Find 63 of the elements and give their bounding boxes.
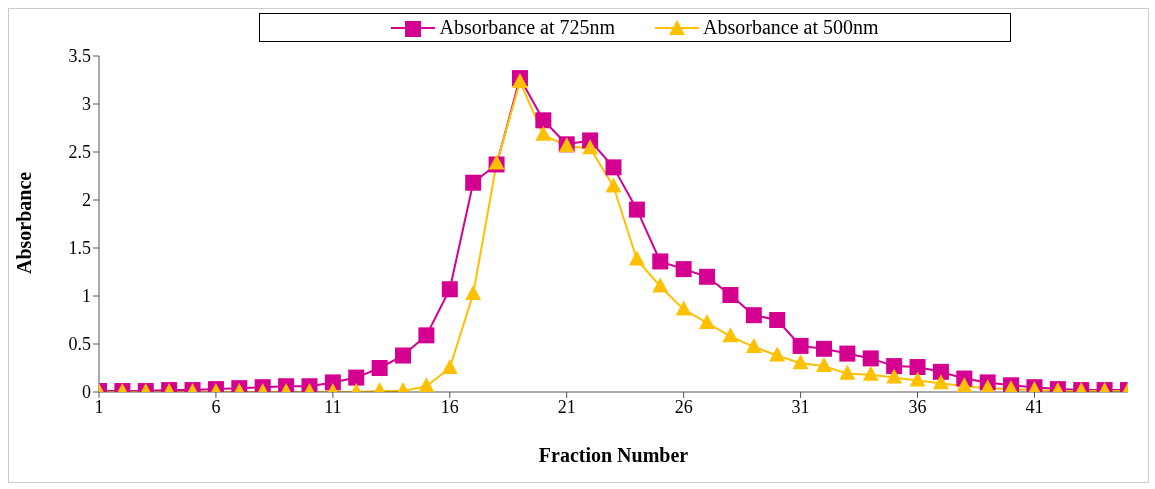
y-tick-label: 3.5 xyxy=(68,46,91,67)
point xyxy=(862,365,879,381)
point xyxy=(722,327,739,343)
point xyxy=(582,139,599,155)
y-tick-label: 2.5 xyxy=(68,142,91,163)
point xyxy=(675,300,692,316)
point xyxy=(441,359,458,374)
point xyxy=(465,174,482,191)
legend-label: Absorbance at 500nm xyxy=(703,16,879,39)
y-tick-label: 3 xyxy=(82,94,91,115)
point xyxy=(371,360,388,376)
y-tick-label: 2 xyxy=(82,190,91,211)
point xyxy=(441,281,458,298)
point xyxy=(535,112,552,129)
y-axis-title: Absorbance xyxy=(13,171,36,274)
point xyxy=(652,253,669,270)
x-tick-label: 6 xyxy=(211,396,221,417)
point xyxy=(769,346,786,362)
point xyxy=(605,159,622,176)
x-tick-label: 36 xyxy=(908,396,927,417)
point xyxy=(769,312,786,328)
point xyxy=(535,125,552,141)
point xyxy=(886,358,903,375)
y-tick-label: 1.5 xyxy=(68,238,91,259)
point xyxy=(792,354,809,370)
point xyxy=(418,377,435,392)
x-tick-label: 41 xyxy=(1025,396,1044,417)
y-tick-label: 0 xyxy=(82,382,91,403)
point xyxy=(745,307,762,324)
point xyxy=(465,285,482,301)
point xyxy=(418,327,435,344)
point xyxy=(839,345,856,362)
point xyxy=(395,347,412,364)
point xyxy=(909,371,926,387)
point xyxy=(628,250,645,266)
point xyxy=(792,337,809,354)
legend-label: Absorbance at 725nm xyxy=(439,16,615,39)
x-tick-label: 21 xyxy=(557,396,576,417)
x-axis-title: Fraction Number xyxy=(538,444,689,466)
point xyxy=(956,377,973,392)
point xyxy=(675,261,692,278)
x-tick-label: 31 xyxy=(791,396,810,417)
point xyxy=(839,364,856,380)
point xyxy=(722,287,739,304)
point xyxy=(886,368,903,384)
x-tick-label: 26 xyxy=(674,396,693,417)
y-tick-label: 0.5 xyxy=(68,334,91,355)
point xyxy=(348,369,365,386)
point xyxy=(815,340,832,357)
point xyxy=(932,374,949,390)
point xyxy=(909,359,926,376)
point xyxy=(932,363,949,380)
x-tick-label: 16 xyxy=(440,396,459,417)
point xyxy=(815,357,832,373)
point xyxy=(605,177,622,193)
point xyxy=(652,277,669,293)
point xyxy=(745,337,762,353)
point xyxy=(699,268,716,285)
point xyxy=(699,313,716,329)
point xyxy=(628,201,645,218)
x-tick-label: 11 xyxy=(324,396,342,417)
point xyxy=(862,350,879,367)
y-tick-label: 1 xyxy=(82,286,91,307)
